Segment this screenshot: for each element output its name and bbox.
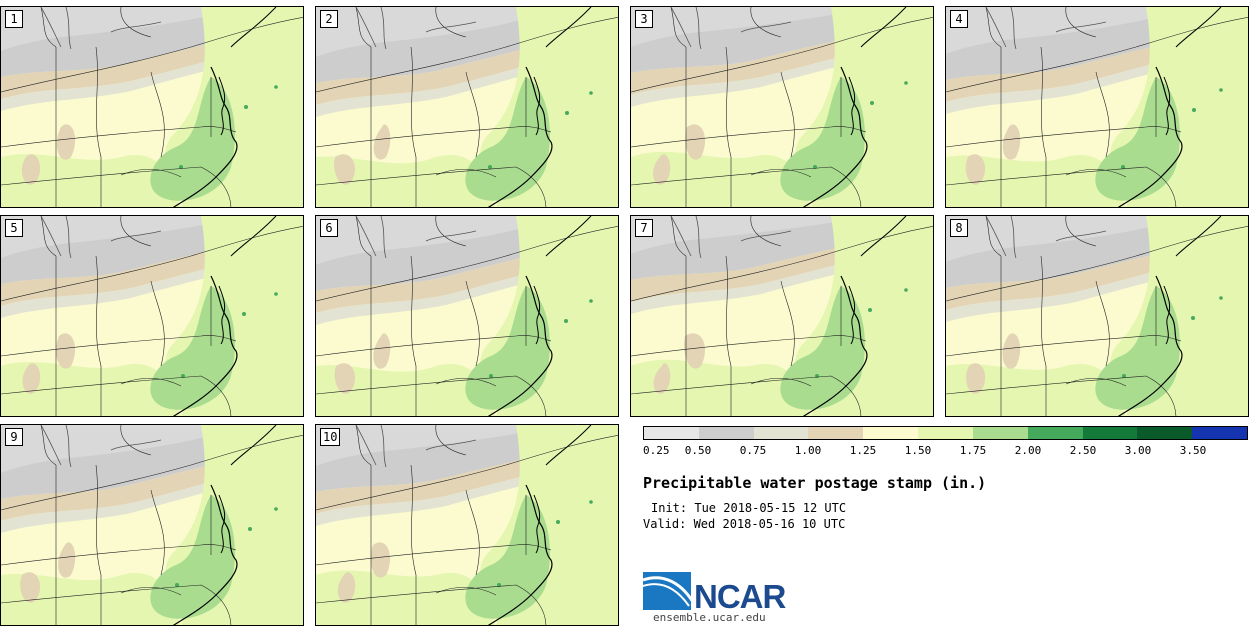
colorbar-tick-label: 0.75	[739, 444, 767, 457]
map-field	[316, 216, 618, 416]
init-time: Init: Tue 2018-05-15 12 UTC	[651, 501, 847, 515]
panel-label: 6	[320, 219, 338, 237]
colorbar-segment	[972, 427, 1028, 439]
map-panel: 5	[0, 215, 304, 417]
colorbar-segment	[698, 427, 754, 439]
colorbar-ticks: 0.25 0.50 0.75 1.00 1.25 1.50 1.75 2.00 2.50 3.00…	[643, 444, 1248, 458]
colorbar-segment	[808, 427, 864, 439]
panel-label: 3	[635, 10, 653, 28]
colorbar-segment	[863, 427, 919, 439]
colorbar-tick-label: 3.50	[1179, 444, 1207, 457]
panel-label: 8	[950, 219, 968, 237]
panel-label: 9	[5, 428, 23, 446]
panel-label: 5	[5, 219, 23, 237]
colorbar-segment	[918, 427, 973, 439]
colorbar-tick-label: 2.50	[1069, 444, 1097, 457]
panel-label: 2	[320, 10, 338, 28]
colorbar-tick-label: 3.00	[1124, 444, 1152, 457]
colorbar-segment	[1192, 427, 1247, 439]
ncar-logo-icon	[643, 572, 695, 610]
map-panel: 6	[315, 215, 619, 417]
figure-title: Precipitable water postage stamp (in.)	[643, 474, 987, 492]
map-field	[316, 425, 618, 625]
colorbar-tick-label: 2.00	[1014, 444, 1042, 457]
map-field	[1, 216, 303, 416]
map-panel: 8	[945, 215, 1249, 417]
map-panel: 1	[0, 6, 304, 208]
panel-label: 7	[635, 219, 653, 237]
colorbar-segment	[644, 427, 699, 439]
map-panel: 7	[630, 215, 934, 417]
map-field	[631, 216, 933, 416]
map-field	[316, 7, 618, 207]
panel-label: 10	[320, 428, 341, 446]
map-field	[946, 216, 1248, 416]
colorbar-tick-label: 1.50	[904, 444, 932, 457]
colorbar	[643, 426, 1248, 440]
colorbar-segment	[1027, 427, 1083, 439]
colorbar-segment	[1137, 427, 1193, 439]
logo-url: ensemble.ucar.edu	[653, 611, 766, 624]
colorbar-tick-label: 1.00	[794, 444, 822, 457]
panel-label: 4	[950, 10, 968, 28]
map-field	[946, 7, 1248, 207]
map-panel: 4	[945, 6, 1249, 208]
map-field	[1, 425, 303, 625]
ncar-logo-text: NCAR	[694, 578, 786, 615]
colorbar-tick-label: 1.25	[849, 444, 877, 457]
colorbar-segment	[1082, 427, 1138, 439]
colorbar-tick-label: 0.50	[684, 444, 712, 457]
map-panel: 10	[315, 424, 619, 626]
map-field	[1, 7, 303, 207]
colorbar-tick-label: 0.25	[643, 444, 670, 457]
map-panel: 9	[0, 424, 304, 626]
map-field	[631, 7, 933, 207]
map-panel: 2	[315, 6, 619, 208]
map-panel: 3	[630, 6, 934, 208]
valid-time: Valid: Wed 2018-05-16 10 UTC	[643, 517, 846, 531]
colorbar-segment	[753, 427, 809, 439]
panel-label: 1	[5, 10, 23, 28]
colorbar-tick-label: 1.75	[959, 444, 987, 457]
